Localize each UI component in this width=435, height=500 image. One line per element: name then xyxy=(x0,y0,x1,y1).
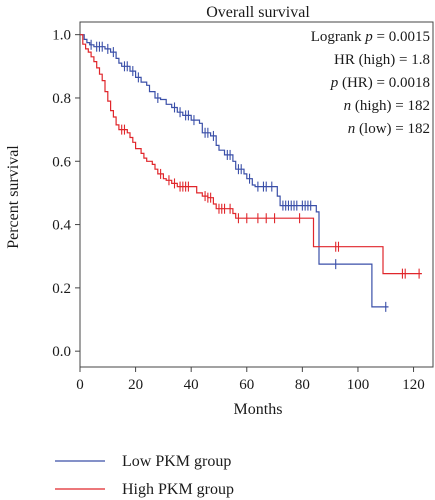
chart-title: Overall survival xyxy=(206,4,310,21)
y-tick-label: 0.4 xyxy=(52,218,71,234)
series-layer xyxy=(80,34,422,312)
y-tick-label: 0.2 xyxy=(52,281,71,297)
stat-logrank: Logrank p = 0.0015 xyxy=(311,29,430,45)
x-tick-label: 0 xyxy=(76,377,84,393)
x-tick-label: 100 xyxy=(347,377,370,393)
stat-n-high: n (high) = 182 xyxy=(344,98,430,114)
legend-label-low: Low PKM group xyxy=(122,453,231,470)
stats-annotation: Logrank p = 0.0015 HR (high) = 1.8 p (HR… xyxy=(311,29,430,137)
survival-curve-low xyxy=(80,34,389,308)
y-tick-label: 0.8 xyxy=(52,91,71,107)
y-axis: 0.0 0.2 0.4 0.6 0.8 1.0 xyxy=(52,28,80,360)
y-tick-label: 0.0 xyxy=(52,344,71,360)
x-tick-label: 80 xyxy=(295,377,310,393)
legend-label-high: High PKM group xyxy=(122,481,234,498)
x-axis-label: Months xyxy=(234,401,283,418)
x-tick-label: 40 xyxy=(184,377,199,393)
y-tick-label: 1.0 xyxy=(52,28,71,44)
x-tick-label: 20 xyxy=(128,377,143,393)
legend: Low PKM group High PKM group xyxy=(55,453,234,498)
x-tick-label: 60 xyxy=(239,377,254,393)
y-axis-label: Percent survival xyxy=(5,145,22,249)
stat-hr: HR (high) = 1.8 xyxy=(334,52,430,68)
y-tick-label: 0.6 xyxy=(52,154,71,170)
survival-curve-high xyxy=(80,34,422,275)
series-low xyxy=(80,34,389,312)
plot-frame xyxy=(79,21,434,368)
stat-n-low: n (low) = 182 xyxy=(348,121,430,137)
series-high xyxy=(80,34,422,279)
x-axis: 0 20 40 60 80 100 120 xyxy=(76,367,425,393)
x-tick-label: 120 xyxy=(402,377,425,393)
stat-p-hr: p (HR) = 0.0018 xyxy=(330,75,430,91)
